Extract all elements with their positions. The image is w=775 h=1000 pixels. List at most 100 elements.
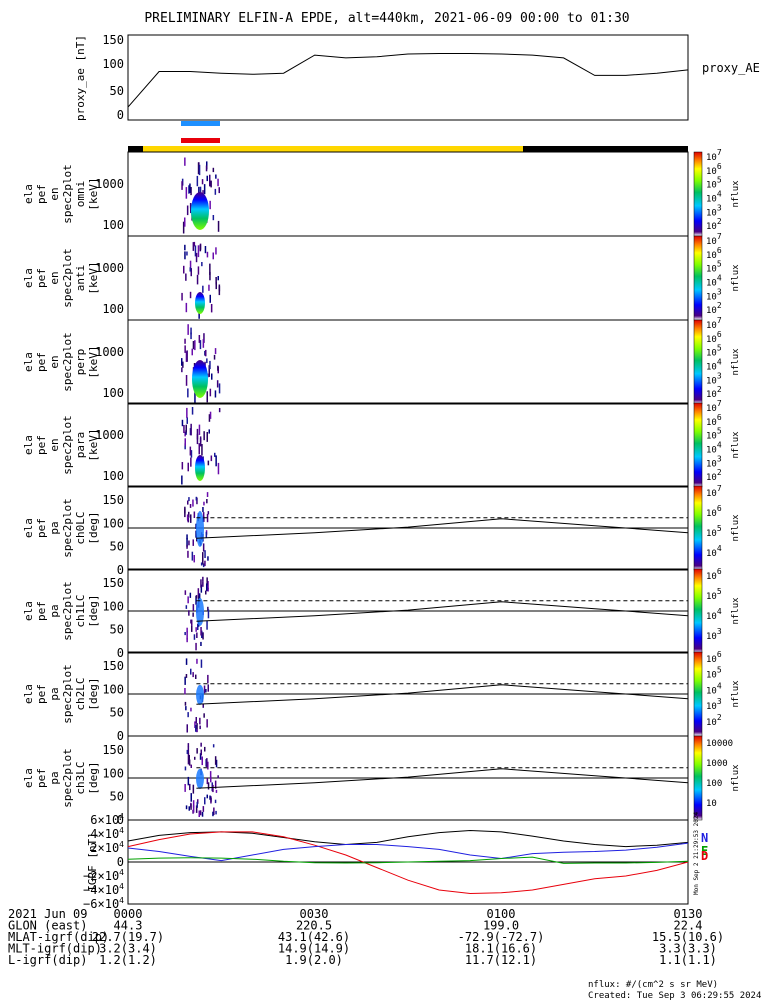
pitch-ytick: 100 [102,599,124,613]
flux-pixel [198,810,200,817]
flux-pixel [198,424,201,435]
flux-pixel [189,592,192,598]
flux-pixel [195,252,198,263]
flux-blob [191,192,209,230]
igrf-ytick: 4×104 [90,826,124,841]
proxy-ae-ytick-100: 100 [102,57,124,71]
colorbar [693,735,703,821]
flux-pixel [199,717,201,725]
flux-pixel [182,361,184,368]
flux-pixel [184,441,186,446]
flux-pixel [201,812,204,817]
flux-pixel [207,511,210,515]
flux-blob [192,360,208,398]
flux-pixel [186,537,188,547]
flux-pixel [206,583,208,591]
flux-pixel [190,793,192,802]
flux-pixel [205,349,207,357]
spectrum-ylabel-line: perp [74,349,87,376]
flux-pixel [207,674,209,684]
annotation-row-label: MLAT-igrf(dip) [8,930,109,944]
flux-pixel [189,504,192,508]
flux-pixel [205,165,208,172]
flux-pixel [197,623,199,630]
flux-pixel [184,431,186,437]
flux-pixel [193,511,196,518]
flux-pixel [197,266,200,275]
flux-pixel [207,782,210,790]
pitch-ylabel-line: pef [35,768,48,788]
flux-blob [196,597,204,626]
flux-pixel [192,800,195,808]
proxy-ae-line [127,53,689,108]
flux-pixel [194,721,196,728]
flux-pixel [187,462,189,472]
flux-pixel [186,407,188,418]
flux-pixel [188,185,190,194]
flux-pixel [205,689,207,693]
annotation-row-label: 2021 Jun 09 [8,907,87,921]
flux-pixel [202,581,204,587]
pitch-ylabel-line: pa [48,604,61,617]
spectrum-ylabel-line: ela [22,268,35,288]
flux-pixel [209,771,212,778]
colorbar-tick: 105 [706,666,722,681]
flux-pixel [187,776,190,786]
flux-pixel [212,215,215,221]
pitch-ytick: 50 [110,790,124,804]
colorbar-label: nflux [731,264,741,292]
colorbar-tick: 105 [706,260,722,275]
flux-pixel [209,263,211,275]
pitch-ylabel-line: [deg] [87,761,100,794]
pitch-ylabel-line: ch2LC [74,677,87,710]
flux-pixel [187,324,189,335]
flux-pixel [205,531,208,538]
colorbar-label: nflux [731,764,741,792]
flux-pixel [184,508,186,518]
flux-pixel [186,749,189,754]
colorbar-tick: 103 [706,454,722,469]
colorbar-tick: 100 [706,779,722,789]
pitch-ylabel-line: spec2plot [61,581,74,641]
flux-pixel [210,798,212,802]
igrf-green-line [127,856,689,864]
flux-pixel [192,242,195,251]
flux-pixel [193,634,196,640]
flux-pixel [185,658,188,665]
flux-pixel [212,811,214,817]
annotation-row-value: 1.2(1.2) [99,953,157,967]
flux-pixel [190,268,192,277]
colorbar-tick: 103 [706,287,722,302]
pitch-ylabel-line: [deg] [87,594,100,627]
spectrum-ylabel-line: pef [35,435,48,455]
flux-pixel [214,756,217,765]
flux-pixel [200,584,203,593]
flux-pixel [190,450,193,458]
igrf-legend-e: E [701,844,708,858]
flux-pixel [184,688,186,695]
flux-pixel [184,251,186,260]
loss-cone-line [196,601,689,622]
flux-pixel [188,610,190,616]
annotation-row-value: -72.9(-72.7) [458,930,545,944]
igrf-ytick: 2×104 [90,840,124,855]
flux-pixel [206,620,208,630]
pitch-ylabel-line: spec2plot [61,748,74,808]
colorbar-tick: 103 [706,697,722,712]
flux-pixel [188,497,190,502]
flux-pixel [190,619,192,624]
igrf-d-line [127,842,689,862]
flux-pixel [196,274,199,285]
flux-pixel [215,277,217,285]
flux-pixel [209,388,212,397]
colorbar [693,568,703,654]
flux-pixel [199,753,202,760]
flux-pixel [195,595,198,599]
annotation-row-label: MLT-igrf(dip) [8,942,102,956]
flux-pixel [186,251,188,256]
flux-pixel [192,499,194,507]
